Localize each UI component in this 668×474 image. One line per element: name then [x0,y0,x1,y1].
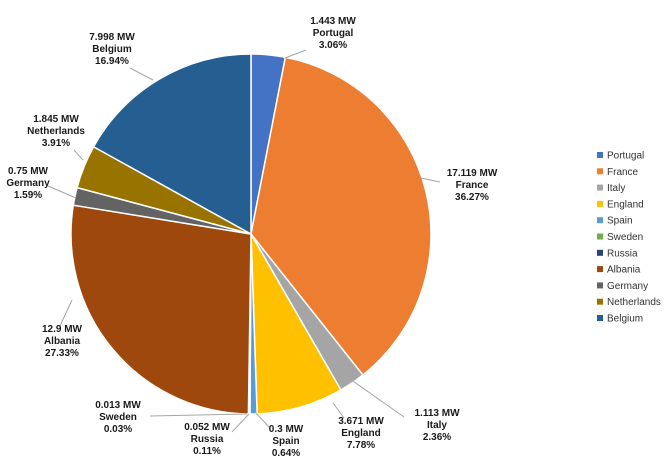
data-label-value: 0.75 MW [8,166,49,177]
data-label-value: 0.3 MW [269,424,304,435]
data-label-name: England [341,428,380,439]
leader-line-france [420,177,441,183]
legend-item-spain: Spain [597,216,633,227]
data-labels: 1.443 MW Portugal 3.06% 17.119 MW France 36.2… [6,16,498,459]
data-label-percent: 7.78% [347,440,375,451]
data-label-england: 3.671 MW England 7.78% [338,416,384,451]
legend-swatch [597,152,603,158]
legend-swatch [597,184,603,191]
legend-swatch [597,233,603,240]
legend-item-belgium: Belgium [597,314,643,325]
data-label-name: Spain [272,436,299,447]
data-label-name: Russia [191,434,224,445]
legend-item-england: England [597,199,644,210]
data-label-name: Italy [427,420,447,431]
data-label-name: Sweden [99,412,137,423]
legend-swatch [597,168,603,175]
data-label-belgium: 7.998 MW Belgium 16.94% [89,32,135,67]
legend-swatch [597,298,603,305]
data-label-percent: 27.33% [45,348,79,359]
pie-slice-belgium [92,53,252,236]
legend-item-sweden: Sweden [597,232,643,243]
legend-label: Sweden [607,232,643,243]
data-label-name: France [456,180,489,191]
data-label-value: 1.113 MW [414,408,460,419]
data-label-name: Netherlands [27,126,85,137]
leader-line-russia [231,413,250,433]
data-label-france: 17.119 MW France 36.27% [447,168,498,203]
legend-item-albania: Albania [597,265,641,276]
legend-label: Belgium [607,314,643,325]
data-label-value: 1.845 MW [33,114,79,125]
pie-slices [70,53,432,415]
data-label-value: 0.052 MW [184,422,230,433]
legend-label: England [607,199,644,210]
data-label-portugal: 1.443 MW Portugal 3.06% [310,16,356,51]
legend-label: Italy [607,183,625,194]
pie-slice-france [250,56,432,377]
legend-item-russia: Russia [597,248,638,259]
data-label-value: 1.443 MW [310,16,356,27]
legend-label: Netherlands [607,297,661,308]
legend-label: Portugal [607,151,644,162]
data-label-name: Albania [44,336,81,347]
data-label-name: Germany [6,178,50,189]
legend-swatch [597,315,603,321]
data-label-value: 12.9 MW [42,324,83,335]
data-label-percent: 3.91% [42,138,70,149]
data-label-sweden: 0.013 MW Sweden 0.03% [95,400,141,435]
legend-item-france: France [597,167,639,178]
data-label-netherlands: 1.845 MW Netherlands 3.91% [27,114,85,149]
data-label-percent: 0.03% [104,424,132,435]
legend-swatch [597,266,603,273]
data-label-italy: 1.113 MW Italy 2.36% [414,408,460,443]
data-label-percent: 0.64% [272,448,300,459]
legend-label: France [607,167,639,178]
legend-swatch [597,217,603,224]
leader-line-sweden [149,413,248,417]
legend: Portugal France Italy England Spain Sweden Rus… [597,151,661,325]
leader-lines [47,49,441,433]
data-label-value: 0.013 MW [95,400,141,411]
data-label-name: Belgium [92,44,132,55]
data-label-percent: 0.11% [193,446,221,457]
data-label-value: 7.998 MW [89,32,135,43]
leader-line-belgium [129,67,154,81]
legend-swatch [597,200,603,207]
leader-line-germany [47,185,77,199]
legend-label: Albania [607,265,641,276]
leader-line-england [332,402,345,419]
data-label-percent: 1.59% [14,190,42,201]
data-label-percent: 36.27% [455,192,489,203]
legend-label: Germany [607,281,648,292]
pie-slice-albania [70,204,252,415]
data-label-percent: 16.94% [95,56,129,67]
legend-item-portugal: Portugal [597,151,644,162]
legend-item-italy: Italy [597,183,625,194]
leader-line-netherlands [73,149,84,161]
data-label-spain: 0.3 MW Spain 0.64% [269,424,304,459]
data-label-percent: 2.36% [423,432,451,443]
leader-line-portugal [284,49,307,59]
data-label-percent: 3.06% [319,40,347,51]
legend-swatch [597,249,603,256]
data-label-albania: 12.9 MW Albania 27.33% [42,324,83,359]
data-label-germany: 0.75 MW Germany 1.59% [6,166,50,201]
legend-label: Spain [607,216,633,227]
data-label-value: 17.119 MW [447,168,498,179]
data-label-value: 3.671 MW [338,416,384,427]
leader-line-albania [59,299,73,327]
leader-line-spain [254,411,271,429]
leader-line-italy [349,378,405,418]
legend-item-netherlands: Netherlands [597,297,661,308]
data-label-name: Portugal [313,28,354,39]
data-label-russia: 0.052 MW Russia 0.11% [184,422,230,457]
legend-label: Russia [607,248,638,259]
legend-item-germany: Germany [597,281,648,292]
legend-swatch [597,282,603,289]
